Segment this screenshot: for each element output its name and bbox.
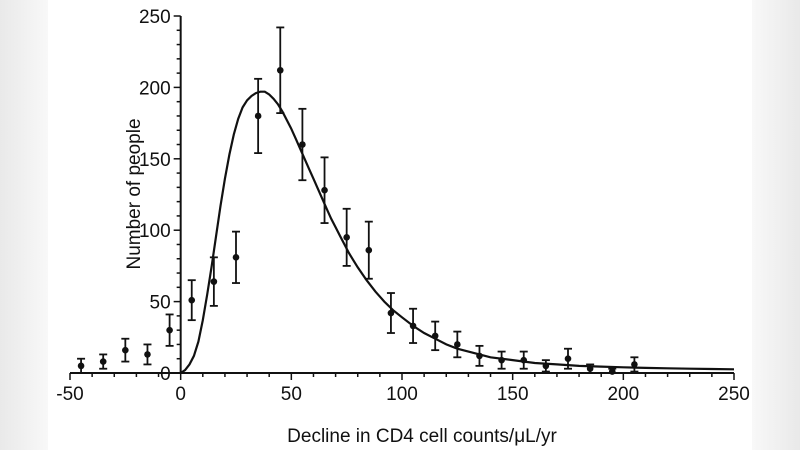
axes: -50 0 50 100 150 200 250 0 50 100 150 200 250 bbox=[56, 7, 750, 405]
y-axis-label: Number of people bbox=[124, 118, 145, 269]
y-tick-label: 100 bbox=[139, 221, 171, 242]
data-point bbox=[166, 326, 173, 334]
distribution-chart: -50 0 50 100 150 200 250 0 50 100 150 200 250 Declin… bbox=[56, 7, 750, 447]
data-point bbox=[122, 346, 129, 354]
data-point bbox=[343, 234, 350, 241]
data-point bbox=[188, 296, 196, 304]
data-point bbox=[631, 361, 638, 368]
data-point bbox=[387, 309, 395, 317]
left-margin bbox=[0, 0, 48, 450]
x-tick-label: 150 bbox=[497, 384, 529, 405]
chart-panel: -50 0 50 100 150 200 250 0 50 100 150 200 250 Declin… bbox=[48, 0, 752, 450]
x-tick-label: 200 bbox=[607, 384, 639, 405]
y-tick-label: 250 bbox=[139, 7, 171, 28]
data-point bbox=[542, 362, 550, 370]
x-tick-label: 0 bbox=[175, 384, 186, 405]
data-point bbox=[586, 365, 594, 373]
y-tick-label: 200 bbox=[139, 78, 171, 99]
data-point bbox=[454, 341, 461, 348]
data-point bbox=[210, 278, 218, 285]
x-tick-label: 50 bbox=[281, 384, 302, 405]
data-point bbox=[564, 355, 572, 363]
data-point bbox=[99, 358, 107, 365]
data-point bbox=[321, 186, 328, 194]
data-marks bbox=[77, 26, 735, 375]
fitted-curve bbox=[180, 90, 735, 374]
x-axis-label: Decline in CD4 cell counts/μL/yr bbox=[287, 426, 557, 447]
y-tick-label: 50 bbox=[150, 293, 171, 314]
data-point bbox=[299, 141, 306, 148]
data-point bbox=[144, 351, 151, 358]
data-point bbox=[365, 246, 373, 254]
data-point bbox=[520, 356, 528, 364]
y-tick-label: 150 bbox=[139, 150, 171, 171]
x-tick-label: 250 bbox=[718, 384, 750, 405]
data-point bbox=[608, 368, 616, 375]
x-tick-label: 100 bbox=[386, 384, 418, 405]
data-point bbox=[409, 322, 417, 330]
right-margin bbox=[752, 0, 800, 450]
x-tick-label: -50 bbox=[56, 384, 83, 405]
data-point bbox=[232, 254, 240, 261]
data-point bbox=[254, 112, 262, 120]
data-point bbox=[77, 362, 85, 370]
y-tick-label: 0 bbox=[160, 364, 171, 385]
data-point bbox=[476, 352, 483, 360]
data-point bbox=[498, 356, 505, 364]
data-point bbox=[276, 66, 284, 74]
data-point bbox=[431, 332, 439, 340]
